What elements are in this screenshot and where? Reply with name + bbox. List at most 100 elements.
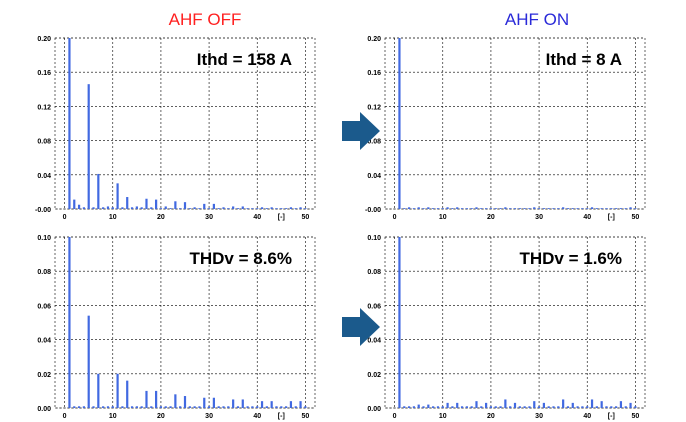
bar-harmonic-2 <box>73 406 76 408</box>
bar-harmonic-33 <box>222 207 225 209</box>
bar-harmonic-17 <box>145 198 148 209</box>
bar-harmonic-26 <box>518 208 521 209</box>
bar-harmonic-39 <box>251 208 254 209</box>
bar-harmonic-40 <box>586 406 589 408</box>
bar-harmonic-6 <box>422 208 425 209</box>
bar-harmonic-3 <box>77 204 81 209</box>
bar-harmonic-49 <box>299 401 302 408</box>
bar-harmonic-38 <box>576 406 579 408</box>
bar-harmonic-47 <box>619 208 623 209</box>
x-tick-label: 0 <box>63 214 67 221</box>
bar-harmonic-12 <box>451 208 454 209</box>
bar-harmonic-46 <box>615 208 618 209</box>
bar-harmonic-4 <box>412 208 415 209</box>
bar-harmonic-49 <box>629 402 632 408</box>
bar-harmonic-45 <box>280 208 283 209</box>
annotation-label: THDv = 1.6% <box>519 249 622 268</box>
bar-harmonic-10 <box>441 406 444 408</box>
x-tick-label: 50 <box>631 413 639 420</box>
bar-harmonic-18 <box>480 208 483 209</box>
bar-harmonic-2 <box>403 406 406 408</box>
bar-harmonic-25 <box>513 208 517 209</box>
annotation-label: Ithd = 158 A <box>197 50 292 69</box>
bar-harmonic-14 <box>460 208 464 209</box>
bar-harmonic-9 <box>106 406 110 408</box>
bar-harmonic-11 <box>446 402 449 408</box>
bar-harmonic-36 <box>566 208 570 209</box>
bar-harmonic-10 <box>111 406 114 408</box>
bar-harmonic-26 <box>188 406 191 408</box>
bar-harmonic-19 <box>485 208 488 209</box>
annotation-label: Ithd = 8 A <box>546 50 622 69</box>
bar-harmonic-46 <box>285 208 288 209</box>
bar-harmonic-16 <box>140 207 143 209</box>
bar-harmonic-38 <box>246 406 249 408</box>
bar-harmonic-15 <box>135 406 138 408</box>
y-tick-label: 0.08 <box>367 139 381 146</box>
bar-harmonic-9 <box>436 406 440 408</box>
x-tick-label: 0 <box>393 413 397 420</box>
bar-harmonic-24 <box>179 208 182 209</box>
bar-harmonic-29 <box>203 397 206 408</box>
bar-harmonic-31 <box>542 208 545 209</box>
bar-harmonic-39 <box>251 406 254 408</box>
x-tick-label: 20 <box>487 214 495 221</box>
bar-harmonic-7 <box>427 404 430 408</box>
bar-harmonic-27 <box>193 207 196 209</box>
bar-harmonic-47 <box>619 401 623 408</box>
y-tick-label: -0.00 <box>35 207 51 214</box>
bar-harmonic-15 <box>135 206 138 209</box>
bar-harmonic-5 <box>87 84 90 209</box>
bar-harmonic-13 <box>456 402 459 408</box>
x-tick-label: [-] <box>608 214 615 221</box>
y-tick-label: 0.12 <box>367 104 381 111</box>
bar-harmonic-33 <box>222 406 225 408</box>
annotation-label: THDv = 8.6% <box>189 249 292 268</box>
y-tick-label: -0.00 <box>365 207 381 214</box>
bar-harmonic-21 <box>494 208 497 209</box>
y-tick-label: 0.06 <box>367 303 381 310</box>
bar-harmonic-8 <box>432 406 435 408</box>
bar-harmonic-21 <box>164 406 167 408</box>
bar-harmonic-34 <box>557 406 560 408</box>
bar-harmonic-37 <box>571 402 574 408</box>
bar-harmonic-22 <box>499 406 502 408</box>
bar-harmonic-18 <box>150 207 153 209</box>
bar-harmonic-27 <box>523 208 526 209</box>
bar-harmonic-48 <box>624 208 627 209</box>
bar-harmonic-16 <box>470 406 473 408</box>
bar-harmonic-42 <box>265 208 268 209</box>
bar-harmonic-43 <box>270 207 273 209</box>
bar-harmonic-49 <box>299 207 302 209</box>
bar-harmonic-25 <box>513 402 517 408</box>
x-tick-label: [-] <box>608 413 615 420</box>
bar-harmonic-32 <box>217 406 220 408</box>
y-tick-label: 0.04 <box>37 173 51 180</box>
bar-harmonic-14 <box>130 207 134 209</box>
bar-harmonic-30 <box>537 208 541 209</box>
bar-harmonic-38 <box>576 208 579 209</box>
bar-harmonic-21 <box>164 206 167 209</box>
x-tick-label: [-] <box>278 413 285 420</box>
bar-harmonic-22 <box>169 406 172 408</box>
bar-harmonic-13 <box>126 197 129 209</box>
bar-harmonic-10 <box>441 208 444 209</box>
bar-harmonic-39 <box>581 208 584 209</box>
y-tick-label: 0.00 <box>367 406 381 413</box>
y-tick-label: 0.04 <box>367 173 381 180</box>
x-tick-label: 0 <box>393 214 397 221</box>
bar-harmonic-32 <box>547 406 550 408</box>
bar-harmonic-20 <box>489 406 493 408</box>
bar-harmonic-42 <box>595 208 598 209</box>
bar-harmonic-23 <box>504 399 507 408</box>
bar-harmonic-37 <box>571 208 574 209</box>
x-tick-label: 10 <box>109 413 117 420</box>
y-tick-label: 0.08 <box>367 269 381 276</box>
bar-harmonic-1 <box>68 38 71 209</box>
bar-harmonic-27 <box>193 406 196 408</box>
bar-harmonic-28 <box>198 208 201 209</box>
chart-voltage-ahf-off: 0.10 0.08 0.06 0.04 0.02 0.00 0 10 20 30 40 [-] 50 TH… <box>37 235 316 420</box>
x-tick-label: 30 <box>205 214 213 221</box>
bar-harmonic-33 <box>552 406 555 408</box>
y-tick-label: 0.20 <box>37 36 51 43</box>
